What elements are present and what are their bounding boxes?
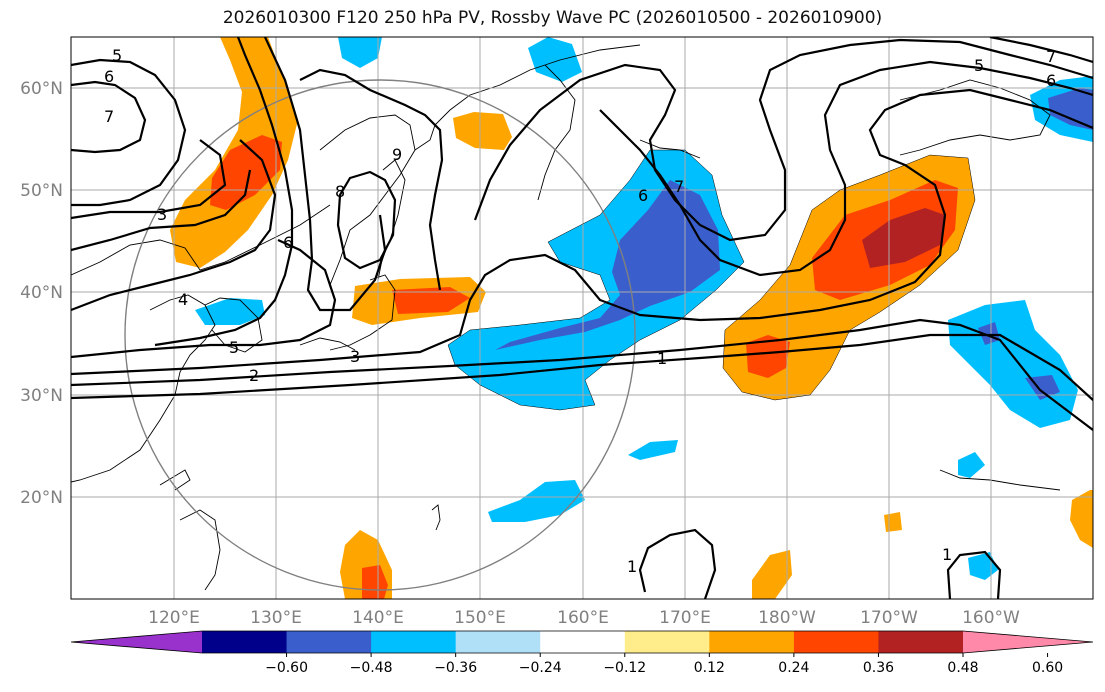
- colorbar-tick-label: −0.48: [350, 660, 393, 676]
- lon-label: 170°W: [860, 608, 918, 628]
- coastlines: [71, 44, 1061, 591]
- contour-label: 5: [229, 338, 239, 357]
- lon-label: 130°E: [250, 608, 302, 628]
- gridlines: [71, 37, 1093, 599]
- colorbar-segment: [286, 631, 372, 653]
- colorbar-tick-label: 0.12: [694, 660, 725, 676]
- colorbar-tick-label: 0.24: [778, 660, 809, 676]
- contour-label: 8: [335, 182, 345, 201]
- contour-label: 5: [112, 46, 122, 65]
- colorbar-tick-label: −0.24: [519, 660, 562, 676]
- lat-label: 60°N: [20, 79, 63, 99]
- contour-label: 1: [942, 545, 952, 564]
- contour-label: 5: [974, 56, 984, 75]
- region-circle: [124, 79, 636, 591]
- lat-label: 50°N: [20, 181, 63, 201]
- colorbar-segment: [455, 631, 541, 653]
- lon-label: 150°E: [454, 608, 506, 628]
- colorbar-segment: [371, 631, 457, 653]
- colorbar-extend-min: [71, 631, 202, 653]
- colorbar-tick-label: −0.36: [434, 660, 477, 676]
- lon-label: 160°W: [962, 608, 1020, 628]
- plot-area: 5 6 7 3 4 5 2 3 1 6 7 6 8 9 5 6 7 1 1: [71, 37, 1093, 599]
- colorbar-segment: [202, 631, 288, 653]
- contour-label: 7: [104, 107, 114, 126]
- colorbar-tick-label: −0.12: [603, 660, 646, 676]
- lat-label: 20°N: [20, 488, 63, 508]
- lon-label: 140°E: [352, 608, 404, 628]
- contour-label: 6: [283, 233, 293, 252]
- lon-label: 170°E: [659, 608, 711, 628]
- colorbar-extend-max: [963, 631, 1093, 653]
- contour-label: 3: [350, 347, 360, 366]
- colorbar: −0.60 −0.48 −0.36 −0.24 −0.12 0.12 0.24 0.36 0.4…: [70, 630, 1094, 676]
- colorbar-segment: [878, 631, 964, 653]
- lat-label: 40°N: [20, 283, 63, 303]
- contour-label: 1: [627, 557, 637, 576]
- contour-label: 1: [657, 349, 667, 368]
- contour-labels: 5 6 7 3 4 5 2 3 1 6 7 6 8 9 5 6 7 1 1: [104, 46, 1056, 576]
- colorbar-segment: [793, 631, 879, 653]
- lat-label: 30°N: [20, 386, 63, 406]
- contour-label: 2: [249, 366, 259, 385]
- colorbar-segment: [624, 631, 710, 653]
- plot-frame: [70, 36, 1094, 600]
- lon-label: 180°W: [758, 608, 816, 628]
- colorbar-tick-label: 0.60: [1032, 660, 1063, 676]
- colorbar-tick-label: 0.36: [863, 660, 894, 676]
- map-title: 2026010300 F120 250 hPa PV, Rossby Wave …: [222, 8, 883, 28]
- colorbar-tick-label: 0.48: [947, 660, 978, 676]
- contour-label: 7: [1046, 47, 1056, 66]
- longitude-labels: 120°E 130°E 140°E 150°E 160°E 170°E 180°…: [148, 608, 1020, 628]
- contour-label: 7: [674, 177, 684, 196]
- contour-label: 6: [1046, 71, 1056, 90]
- lon-label: 120°E: [148, 608, 200, 628]
- colorbar-outline: [70, 630, 1094, 654]
- contour-label: 4: [178, 290, 188, 309]
- colorbar-segment: [709, 631, 795, 653]
- lon-label: 160°E: [557, 608, 609, 628]
- colorbar-tick-label: −0.60: [265, 660, 308, 676]
- contour-label: 3: [157, 205, 167, 224]
- latitude-labels: 60°N 50°N 40°N 30°N 20°N: [20, 79, 63, 508]
- contour-label: 6: [104, 67, 114, 86]
- contour-label: 9: [392, 145, 402, 164]
- contour-label: 6: [638, 186, 648, 205]
- pv-contours: [71, 37, 1093, 599]
- colorbar-segment: [540, 631, 626, 653]
